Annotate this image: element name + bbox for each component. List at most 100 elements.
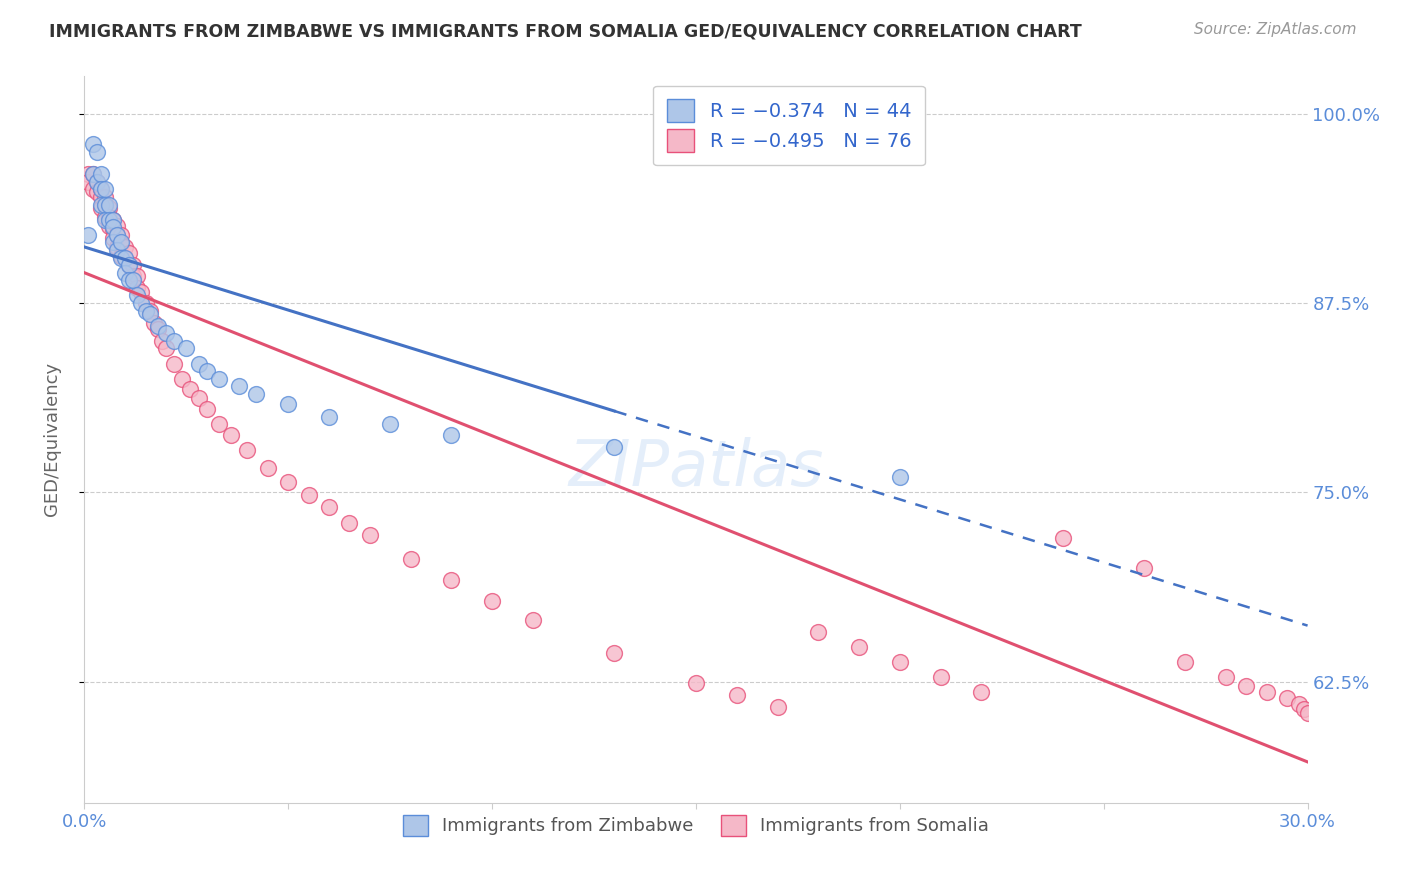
Text: ZIPatlas: ZIPatlas [568, 437, 824, 500]
Point [138, 307, 160, 321]
Point [105, 240, 128, 254]
Point [1296, 706, 1319, 721]
Point [195, 364, 218, 378]
Y-axis label: GED/Equivalency: GED/Equivalency [42, 362, 60, 516]
Point [110, 249, 132, 263]
Point [114, 240, 136, 254]
Point [889, 470, 911, 484]
Point [90, 182, 112, 196]
Point [105, 219, 128, 233]
Point [110, 227, 132, 242]
Point [1236, 679, 1258, 693]
Point [105, 227, 128, 242]
Point [155, 326, 177, 341]
Point [163, 357, 186, 371]
Point [138, 303, 160, 318]
Point [122, 268, 145, 283]
Point [187, 392, 209, 406]
Point [90, 197, 112, 211]
Point [179, 382, 201, 396]
Point [725, 688, 748, 702]
Point [146, 318, 169, 333]
Point [172, 372, 194, 386]
Point [1215, 670, 1237, 684]
Point [90, 182, 112, 196]
Point [114, 266, 136, 280]
Point [86, 175, 108, 189]
Point [929, 670, 952, 684]
Point [77, 175, 100, 189]
Point [277, 397, 299, 411]
Point [603, 440, 626, 454]
Point [101, 212, 124, 227]
Point [245, 387, 267, 401]
Point [1256, 685, 1278, 699]
Point [807, 624, 830, 639]
Point [93, 190, 115, 204]
Point [1277, 691, 1299, 706]
Text: IMMIGRANTS FROM ZIMBABWE VS IMMIGRANTS FROM SOMALIA GED/EQUIVALENCY CORRELATION : IMMIGRANTS FROM ZIMBABWE VS IMMIGRANTS F… [49, 22, 1083, 40]
Point [110, 251, 132, 265]
Point [114, 251, 136, 265]
Point [118, 258, 141, 272]
Point [105, 227, 128, 242]
Point [90, 201, 112, 215]
Point [208, 417, 231, 432]
Point [122, 258, 145, 272]
Point [1052, 531, 1074, 545]
Point [440, 573, 463, 587]
Point [101, 220, 124, 235]
Point [848, 640, 870, 654]
Point [127, 281, 149, 295]
Point [228, 379, 250, 393]
Point [1292, 702, 1315, 716]
Point [86, 186, 108, 200]
Point [1288, 698, 1310, 712]
Point [142, 316, 165, 330]
Point [93, 182, 115, 196]
Point [380, 417, 402, 432]
Point [146, 322, 169, 336]
Point [93, 197, 115, 211]
Point [110, 236, 132, 251]
Point [127, 268, 149, 283]
Point [118, 246, 141, 260]
Point [889, 655, 911, 669]
Point [277, 475, 299, 489]
Point [135, 296, 157, 310]
Point [77, 227, 100, 242]
Point [86, 175, 108, 189]
Point [97, 212, 120, 227]
Point [318, 500, 340, 515]
Point [399, 552, 422, 566]
Point [970, 685, 993, 699]
Point [236, 442, 259, 457]
Point [187, 357, 209, 371]
Point [97, 201, 120, 215]
Point [127, 288, 149, 302]
Point [97, 210, 120, 224]
Point [114, 251, 136, 265]
Point [122, 273, 145, 287]
Point [603, 646, 626, 660]
Point [359, 527, 381, 541]
Point [174, 342, 197, 356]
Point [150, 334, 173, 348]
Point [318, 409, 340, 424]
Point [82, 167, 104, 181]
Text: Source: ZipAtlas.com: Source: ZipAtlas.com [1194, 22, 1357, 37]
Point [101, 212, 124, 227]
Point [118, 273, 141, 287]
Point [298, 488, 321, 502]
Point [195, 402, 218, 417]
Point [90, 167, 112, 181]
Point [97, 219, 120, 233]
Point [101, 231, 124, 245]
Point [82, 167, 104, 181]
Point [440, 427, 463, 442]
Point [93, 212, 115, 227]
Point [101, 221, 124, 235]
Point [155, 342, 177, 356]
Point [522, 613, 544, 627]
Point [1133, 561, 1156, 575]
